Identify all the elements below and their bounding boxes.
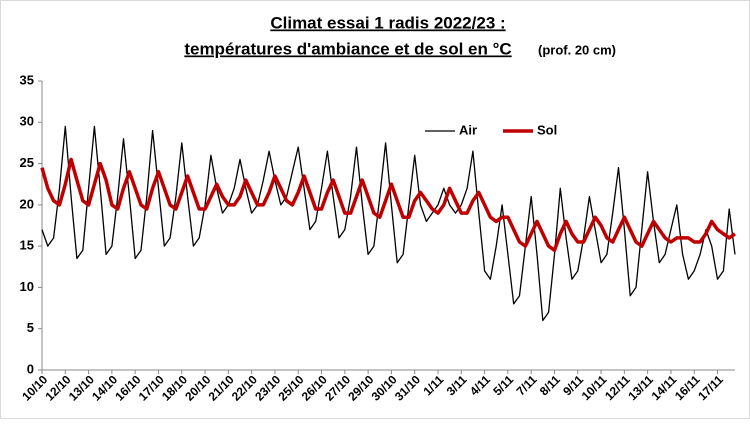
y-tick-label: 10 xyxy=(20,279,34,294)
x-tick-label: 14/11 xyxy=(649,372,680,403)
x-tick-label: 17/11 xyxy=(695,372,726,403)
x-tick-label: 1/11 xyxy=(420,372,446,398)
x-tick-label: 12/11 xyxy=(602,372,633,403)
x-tick-label: 3/11 xyxy=(444,372,470,398)
x-tick-label: 5/11 xyxy=(490,372,516,398)
y-tick-label: 35 xyxy=(20,72,34,87)
x-tick-label: 13/11 xyxy=(625,372,656,403)
x-tick-label: 18/10 xyxy=(159,372,190,403)
x-tick-label: 22/10 xyxy=(229,372,260,403)
x-tick-label: 25/10 xyxy=(275,372,306,403)
x-tick-label: 14/10 xyxy=(89,372,120,403)
y-tick-label: 5 xyxy=(27,320,34,335)
x-tick-label: 7/11 xyxy=(514,372,540,398)
x-tick-label: 23/10 xyxy=(252,372,283,403)
series-line xyxy=(41,125,736,322)
x-tick-label: 30/10 xyxy=(369,372,400,403)
chart-subtitle-note: (prof. 20 cm) xyxy=(538,42,616,57)
legend-label: Sol xyxy=(537,122,557,137)
x-tick-label: 16/11 xyxy=(672,372,703,403)
x-tick-label: 31/10 xyxy=(392,372,423,403)
x-tick-label: 29/10 xyxy=(345,372,376,403)
chart-title: Climat essai 1 radis 2022/23 : xyxy=(270,13,505,32)
chart-subtitle: températures d'ambiance et de sol en °C xyxy=(184,39,511,58)
x-tick-label: 4/11 xyxy=(467,372,493,398)
y-tick-label: 30 xyxy=(20,114,34,129)
x-tick-label: 10/11 xyxy=(579,372,610,403)
y-tick-label: 20 xyxy=(20,196,34,211)
x-tick-label: 8/11 xyxy=(537,372,563,398)
x-tick-label: 13/10 xyxy=(66,372,97,403)
legend-label: Air xyxy=(459,122,477,137)
y-tick-label: 15 xyxy=(20,238,34,253)
x-tick-label: 21/10 xyxy=(206,372,237,403)
x-tick-label: 20/10 xyxy=(182,372,213,403)
y-tick-label: 0 xyxy=(27,361,34,376)
x-tick-label: 12/10 xyxy=(43,372,74,403)
x-tick-label: 17/10 xyxy=(136,372,167,403)
y-tick-label: 25 xyxy=(20,155,34,170)
x-tick-label: 10/10 xyxy=(19,372,50,403)
series-line xyxy=(40,157,737,253)
x-tick-label: 16/10 xyxy=(112,372,143,403)
x-tick-label: 27/10 xyxy=(322,372,353,403)
x-tick-label: 26/10 xyxy=(299,372,330,403)
